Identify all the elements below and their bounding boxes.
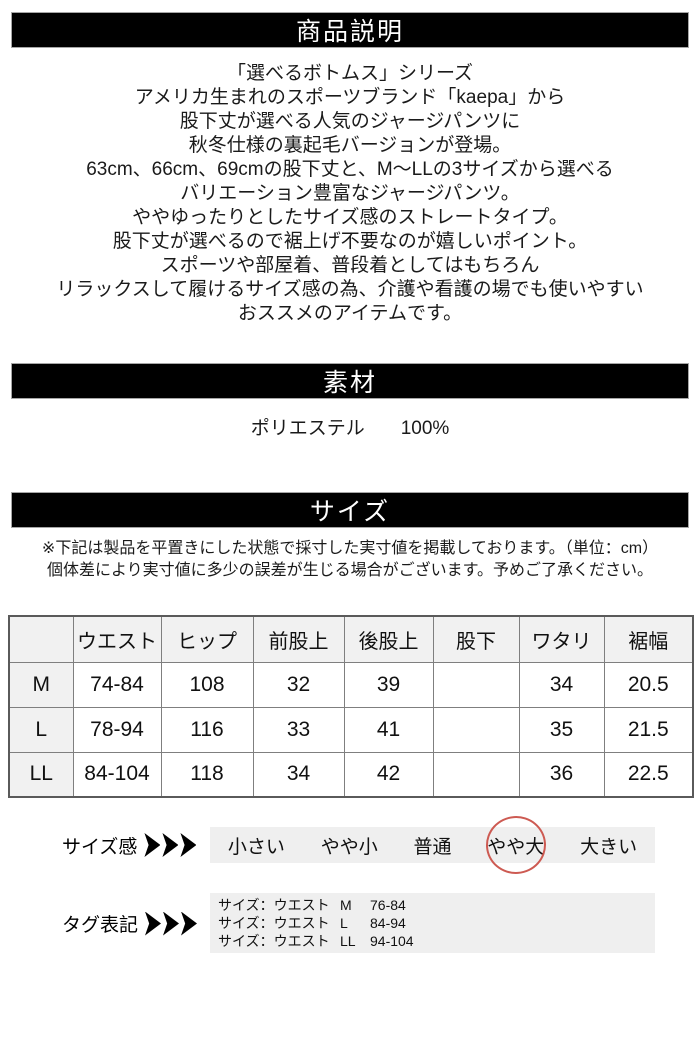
table-row-l: L 78-94 116 33 41 35 21.5 [8,706,694,753]
size-table-header-row: ウエスト ヒップ 前股上 後股上 股下 ワタリ 裾幅 [8,615,694,663]
table-cell [432,751,520,798]
table-cell: 34 [252,751,345,798]
size-feel-label: サイズ感 [62,836,138,858]
size-table-header: ヒップ [160,615,254,663]
table-cell: 41 [343,706,434,753]
table-cell: 22.5 [603,751,694,798]
section-header-description: 商品説明 [11,12,689,48]
table-cell: 116 [160,706,254,753]
triple-arrow-icon [145,911,199,936]
size-table-header: 後股上 [343,615,434,663]
size-label-cell: L [8,706,74,753]
size-feel-scale: 小さい やや小 普通 やや大 大きい [210,813,655,877]
table-cell: 78-94 [72,706,162,753]
table-cell: 20.5 [603,661,694,708]
size-table-header: 裾幅 [603,615,694,663]
table-cell: 84-104 [72,751,162,798]
table-cell: 74-84 [72,661,162,708]
tag-prefix: サイズ：ウエスト [218,897,330,913]
size-table-header: 前股上 [252,615,345,663]
product-detail-page: 商品説明 「選べるボトムス」シリーズ アメリカ生まれのスポーツブランド「kaep… [0,12,700,1062]
table-cell: 36 [518,751,605,798]
tag-prefix: サイズ：ウエスト [218,915,330,931]
size-feel-option: やや小 [320,836,378,858]
tag-range: 94-104 [370,933,414,949]
material-line: ポリエステル 100% [0,417,700,441]
material-percent: 100% [400,418,450,439]
size-table-header: 股下 [432,615,520,663]
table-cell [432,661,520,708]
table-cell: 42 [343,751,434,798]
description-line: 「選べるボトムス」シリーズ [226,63,474,84]
tag-notation-box: サイズ：ウエスト M 76-84 サイズ：ウエスト L 84-94 サイズ：ウエ… [210,893,655,953]
size-feel-label-group: サイズ感 [0,832,210,859]
size-notes: ※下記は製品を平置きにした状態で採寸した実寸値を掲載しております。（単位：cm）… [0,538,700,582]
size-feel-option-label: やや大 [487,836,545,858]
product-description: 「選べるボトムス」シリーズ アメリカ生まれのスポーツブランド「kaepa」から … [0,62,700,326]
section-title-material: 素材 [322,369,377,397]
description-line: 股下丈が選べるので裾上げ不要なのが嬉しいポイント。 [112,231,588,252]
size-note-line: ※下記は製品を平置きにした状態で採寸した実寸値を掲載しております。（単位：cm） [41,540,659,557]
table-cell: 35 [518,706,605,753]
size-table-header: ウエスト [72,615,162,663]
size-feel-row: サイズ感 小さい やや小 普通 やや大 大きい [0,813,700,877]
material-name: ポリエステル [250,418,365,439]
description-line: 63cm、66cm、69cmの股下丈と、M〜LLの3サイズから選べる [86,159,614,180]
tag-size: M [340,897,352,913]
tag-size: LL [340,933,356,949]
table-row-ll: LL 84-104 118 34 42 36 22.5 [8,751,694,798]
table-cell: 118 [160,751,254,798]
size-table: ウエスト ヒップ 前股上 後股上 股下 ワタリ 裾幅 M 74-84 108 3… [8,615,694,798]
description-line: スポーツや部屋着、普段着としてはもちろん [160,255,540,276]
highlight-circle-icon [483,813,548,877]
table-cell: 108 [160,661,254,708]
size-note-line: 個体差により実寸値に多少の誤差が生じる場合がございます。予めご了承ください。 [46,562,654,579]
table-cell: 32 [252,661,345,708]
description-line: 秋冬仕様の裏起毛バージョンが登場。 [188,135,512,156]
size-label-cell: LL [8,751,74,798]
description-line: アメリカ生まれのスポーツブランド「kaepa」から [134,87,566,108]
size-table-corner-cell [8,615,74,663]
table-cell [432,706,520,753]
tag-notation-label-group: タグ表記 [0,893,210,937]
description-line: 股下丈が選べる人気のジャージパンツに [179,111,521,132]
section-header-material: 素材 [11,363,689,399]
tag-notation-row: タグ表記 サイズ：ウエスト M 76-84 サイズ：ウエスト L 84-94 サ… [0,893,700,953]
tag-notation-label: タグ表記 [62,915,139,936]
description-line: ややゆったりとしたサイズ感のストレートタイプ。 [132,207,568,228]
tag-line: サイズ：ウエスト L 84-94 [218,914,655,932]
tag-range: 84-94 [370,915,406,931]
triple-arrow-icon [144,833,198,857]
size-feel-option: 普通 [413,836,452,858]
section-title-description: 商品説明 [295,18,404,46]
size-label-cell: M [8,661,74,708]
table-cell: 33 [252,706,345,753]
section-title-size: サイズ [309,498,391,526]
table-cell: 39 [343,661,434,708]
section-header-size: サイズ [11,492,689,528]
size-feel-option: 小さい [227,836,285,858]
tag-prefix: サイズ：ウエスト [218,933,330,949]
tag-size: L [340,915,348,931]
table-cell: 34 [518,661,605,708]
tag-line: サイズ：ウエスト LL 94-104 [218,932,655,950]
size-table-header: ワタリ [518,615,605,663]
tag-line: サイズ：ウエスト M 76-84 [218,896,655,914]
description-line: バリエーション豊富なジャージパンツ。 [180,183,520,204]
table-row-m: M 74-84 108 32 39 34 20.5 [8,661,694,708]
size-feel-option: 大きい [580,836,638,858]
tag-range: 76-84 [370,897,406,913]
table-cell: 21.5 [603,706,694,753]
description-line: リラックスして履けるサイズ感の為、介護や看護の場でも使いやすい [56,279,644,300]
description-line: おススメのアイテムです。 [237,303,463,324]
size-feel-option-selected: やや大 [483,813,548,877]
